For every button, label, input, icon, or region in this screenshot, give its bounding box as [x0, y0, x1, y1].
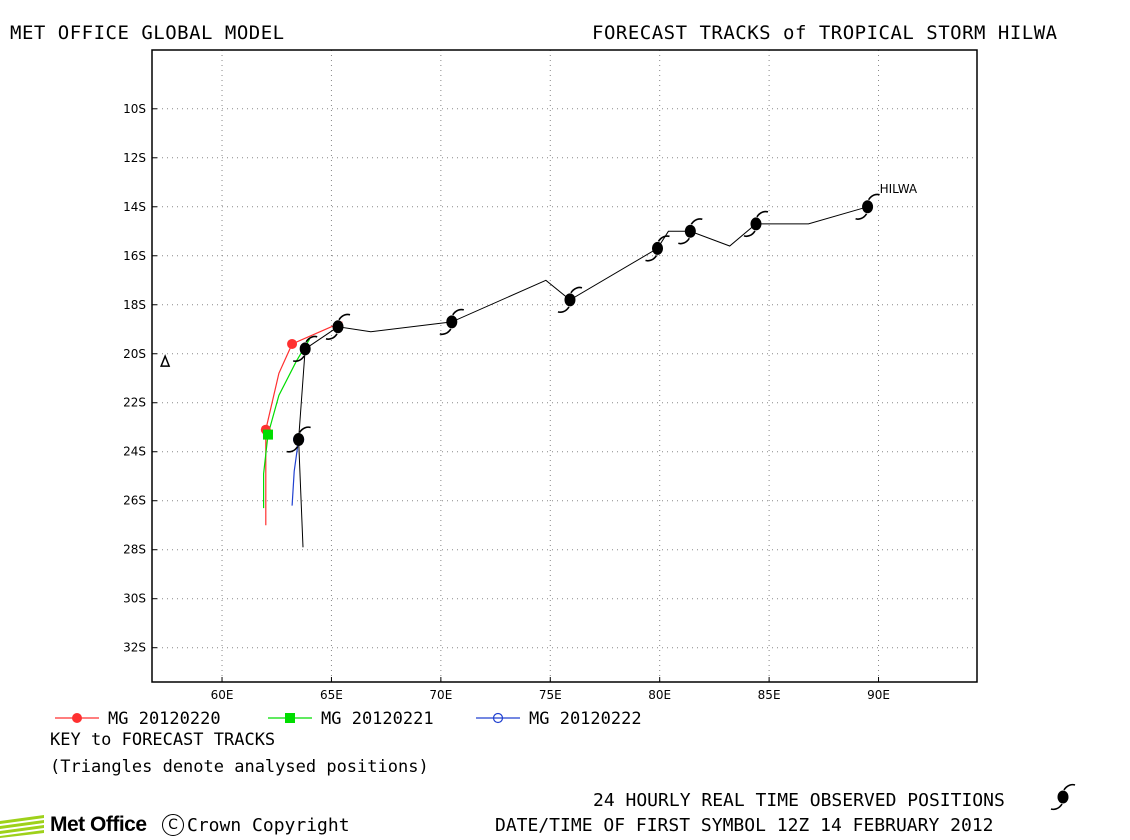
storm-symbol-arm-bottom [678, 237, 691, 245]
storm-symbol-arm-top [867, 193, 880, 201]
key-title: KEY to FORECAST TRACKS [50, 730, 276, 750]
storm-symbol-core [684, 224, 696, 238]
storm-symbol-arm-bottom [743, 230, 756, 238]
y-tick-label: 22S [123, 396, 146, 410]
storm-symbol-core [862, 200, 874, 214]
storm-symbol-core [1057, 790, 1069, 804]
forecast-track-3 [291, 439, 300, 506]
observed-track-line [298, 206, 868, 548]
storm-symbol-arm-top [338, 313, 351, 321]
legend-marker-2 [285, 713, 295, 723]
storm-symbol-arm-top [298, 426, 311, 433]
chart-title: FORECAST TRACKS of TROPICAL STORM HILWA [592, 22, 1058, 44]
x-tick-label: 65E [320, 688, 343, 702]
storm-symbol-core [750, 217, 762, 231]
met-office-logo-icon [0, 815, 44, 838]
y-tick-label: 16S [123, 249, 146, 263]
legend-label-1: MG 20120220 [108, 709, 221, 729]
storm-symbol-core [564, 293, 576, 307]
storm-symbol-arm-bottom [855, 213, 868, 220]
observed-position-symbol [557, 286, 583, 314]
key-note: (Triangles denote analysed positions) [50, 757, 429, 777]
y-tick-label: 10S [123, 102, 146, 116]
storm-symbol-arm-top [305, 335, 318, 343]
observed-position-key-symbol [1050, 783, 1076, 811]
observed-position-symbol [325, 313, 351, 340]
y-tick-label: 14S [123, 200, 146, 214]
storm-symbol-core [299, 342, 311, 356]
storm-symbol-arm-bottom [1050, 803, 1063, 811]
storm-symbol-arm-top [756, 210, 769, 218]
observed-position-symbol [678, 218, 703, 245]
forecast-track-1 [265, 321, 343, 526]
y-tick-label: 32S [123, 641, 146, 655]
storm-symbol-arm-bottom [292, 355, 305, 362]
x-tick-label: 70E [429, 688, 452, 702]
plot-frame [151, 49, 978, 683]
observed-position-symbol [439, 308, 465, 336]
legend-marker-3 [492, 712, 504, 724]
y-tick-label: 18S [123, 298, 146, 312]
storm-symbol-core [652, 241, 664, 255]
observed-position-symbol [292, 335, 318, 362]
storm-name-label: HILWA [880, 182, 918, 196]
storm-symbol-arm-bottom [286, 446, 299, 453]
model-title: MET OFFICE GLOBAL MODEL [10, 22, 285, 44]
copyright: C Crown Copyright [162, 814, 350, 836]
storm-symbol-arm-top [452, 308, 465, 316]
legend-label-2: MG 20120221 [321, 709, 434, 729]
storm-symbol-arm-bottom [645, 254, 658, 262]
storm-symbol-arm-top [690, 218, 703, 225]
observed-position-symbol [286, 426, 311, 453]
storm-symbol-arm-bottom [439, 328, 452, 336]
forecast-marker-2 [262, 429, 273, 440]
storm-symbol-arm-bottom [557, 306, 570, 314]
x-tick-label: 60E [211, 688, 234, 702]
storm-symbol-arm-top [570, 286, 583, 294]
storm-symbol-core [293, 432, 305, 446]
forecast-marker-1 [287, 338, 298, 349]
x-tick-label: 85E [758, 688, 781, 702]
storm-symbol-arm-top [1063, 783, 1076, 791]
copyright-icon: C [162, 814, 184, 836]
forecast-track-2 [263, 338, 311, 509]
y-tick-label: 12S [123, 151, 146, 165]
y-tick-label: 30S [123, 592, 146, 606]
storm-symbol-core [446, 315, 458, 329]
x-tick-label: 75E [539, 688, 562, 702]
y-tick-label: 26S [123, 494, 146, 508]
analysed-position-triangle [160, 354, 171, 367]
met-office-logo: Met Office [0, 812, 147, 838]
observed-position-symbol [855, 193, 880, 220]
y-tick-label: 20S [123, 347, 146, 361]
x-tick-label: 80E [648, 688, 671, 702]
first-symbol-datetime: DATE/TIME OF FIRST SYMBOL 12Z 14 FEBRUAR… [495, 815, 994, 836]
legend-marker-1 [72, 713, 82, 723]
copyright-text: Crown Copyright [187, 814, 350, 836]
y-tick-label: 28S [123, 543, 146, 557]
observed-position-symbol [645, 235, 670, 262]
y-tick-label: 24S [123, 445, 146, 459]
storm-symbol-arm-bottom [325, 333, 338, 340]
observed-position-symbol [743, 210, 769, 238]
storm-symbol-core [332, 320, 344, 334]
legend-label-3: MG 20120222 [529, 709, 642, 729]
observed-positions-label: 24 HOURLY REAL TIME OBSERVED POSITIONS [593, 790, 1005, 811]
met-office-logo-text: Met Office [50, 813, 147, 836]
x-tick-label: 90E [867, 688, 890, 702]
storm-symbol-arm-top [657, 235, 670, 242]
